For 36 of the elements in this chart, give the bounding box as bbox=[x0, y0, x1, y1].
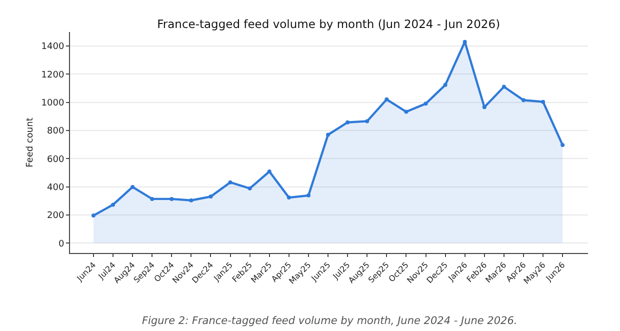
point bbox=[130, 184, 135, 189]
point bbox=[248, 186, 252, 190]
point bbox=[482, 105, 486, 110]
y-tick-label: 800 bbox=[47, 126, 64, 137]
point bbox=[521, 98, 526, 102]
point bbox=[267, 170, 272, 174]
y-axis-title: Feed count bbox=[26, 117, 36, 168]
y-tick-label: 200 bbox=[47, 211, 64, 222]
point bbox=[502, 84, 506, 89]
y-tick-label: 1000 bbox=[41, 98, 64, 109]
y-tick-label: 400 bbox=[47, 182, 64, 193]
point bbox=[384, 97, 389, 102]
point bbox=[326, 132, 330, 137]
point bbox=[404, 110, 408, 114]
point bbox=[111, 202, 115, 207]
point bbox=[91, 214, 96, 218]
point bbox=[286, 196, 291, 200]
point bbox=[228, 180, 232, 184]
caption: Figure 2: France-tagged feed volume by month, June 2024 - June 2026. bbox=[142, 315, 518, 327]
point bbox=[443, 82, 448, 87]
point bbox=[462, 40, 467, 44]
y-tick-label: 1400 bbox=[41, 42, 64, 52]
point bbox=[170, 196, 174, 201]
y-tick-label: 0 bbox=[58, 239, 64, 250]
point bbox=[208, 194, 213, 199]
point bbox=[365, 119, 370, 124]
y-tick-label: 1200 bbox=[41, 70, 64, 80]
point bbox=[306, 193, 310, 198]
point bbox=[150, 196, 154, 201]
point bbox=[541, 100, 546, 104]
point bbox=[424, 102, 428, 106]
point bbox=[189, 198, 194, 202]
point bbox=[560, 143, 565, 148]
y-tick-label: 600 bbox=[47, 154, 64, 165]
chart-title: France-tagged feed volume by month (Jun 2024 - Jun 2026) bbox=[157, 16, 500, 31]
point bbox=[346, 120, 350, 124]
